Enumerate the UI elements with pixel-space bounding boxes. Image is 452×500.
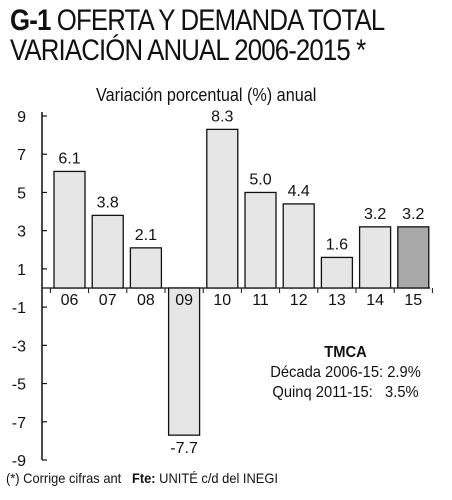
- bar: [320, 256, 354, 289]
- data-label: 5.0: [249, 171, 271, 188]
- y-tick-label: 5: [17, 185, 26, 202]
- data-label: 6.1: [58, 150, 80, 167]
- y-tick-label: 3: [17, 224, 26, 241]
- tmca-decade: Década 2006-15: 2.9%: [270, 364, 421, 381]
- x-tick-label: 10: [213, 292, 231, 309]
- y-tick-label: 1: [17, 262, 26, 279]
- bar: [358, 226, 392, 289]
- bar: [397, 226, 430, 289]
- bar: [167, 287, 201, 436]
- y-tick-label: -9: [12, 453, 26, 470]
- x-tick-label: 13: [328, 292, 346, 309]
- chart-subtitle: Variación porcentual (%) anual: [96, 85, 317, 105]
- y-tick-label: 7: [17, 147, 26, 164]
- data-label: 4.4: [288, 183, 310, 200]
- title-line-2: VARIACIÓN ANUAL 2006-2015 *: [10, 34, 366, 67]
- data-label: 1.6: [326, 236, 348, 253]
- data-label: 3.2: [402, 206, 424, 223]
- y-tick-label: -3: [12, 338, 26, 355]
- bar: [282, 203, 315, 289]
- source-label: Fte:: [131, 470, 156, 486]
- x-tick-label: 06: [61, 292, 79, 309]
- tmca-box: TMCA Década 2006-15: 2.9% Quinq 2011-15:…: [265, 343, 426, 403]
- data-label: 3.8: [97, 194, 119, 211]
- y-tick-label: 9: [17, 109, 26, 126]
- chart-title: G-1 OFERTA Y DEMANDA TOTAL VARIACIÓN ANU…: [10, 6, 388, 66]
- x-tick-label: 08: [137, 292, 155, 309]
- x-tick-label: 11: [252, 292, 269, 309]
- y-tick-label: -7: [12, 415, 26, 432]
- bar: [91, 214, 124, 289]
- chart-code: G-1: [10, 4, 51, 37]
- data-label: -7.7: [170, 440, 198, 457]
- y-tick-label: -5: [12, 377, 26, 394]
- tmca-heading: TMCA: [324, 344, 367, 361]
- tmca-quinquennium: Quinq 2011-15: 3.5%: [272, 384, 419, 401]
- footnote: (*) Corrige cifras ant: [6, 470, 122, 486]
- bar: [244, 191, 277, 289]
- x-tick-label: 15: [404, 292, 422, 309]
- footer-note: (*) Corrige cifras ant Fte: UNITÉ c/d de…: [6, 470, 278, 486]
- title-line-1: OFERTA Y DEMANDA TOTAL: [56, 4, 385, 37]
- data-label: 8.3: [211, 108, 233, 125]
- bar: [129, 247, 163, 289]
- x-tick-label: 09: [175, 292, 193, 309]
- x-tick-label: 07: [99, 292, 117, 309]
- y-tick-label: -1: [12, 300, 26, 317]
- source-text: UNITÉ c/d del INEGI: [159, 470, 279, 486]
- data-label: 2.1: [135, 227, 157, 244]
- bar: [206, 128, 239, 289]
- data-label: 3.2: [364, 206, 386, 223]
- x-tick-label: 14: [366, 292, 384, 309]
- x-tick-label: 12: [290, 292, 308, 309]
- bar: [53, 170, 86, 289]
